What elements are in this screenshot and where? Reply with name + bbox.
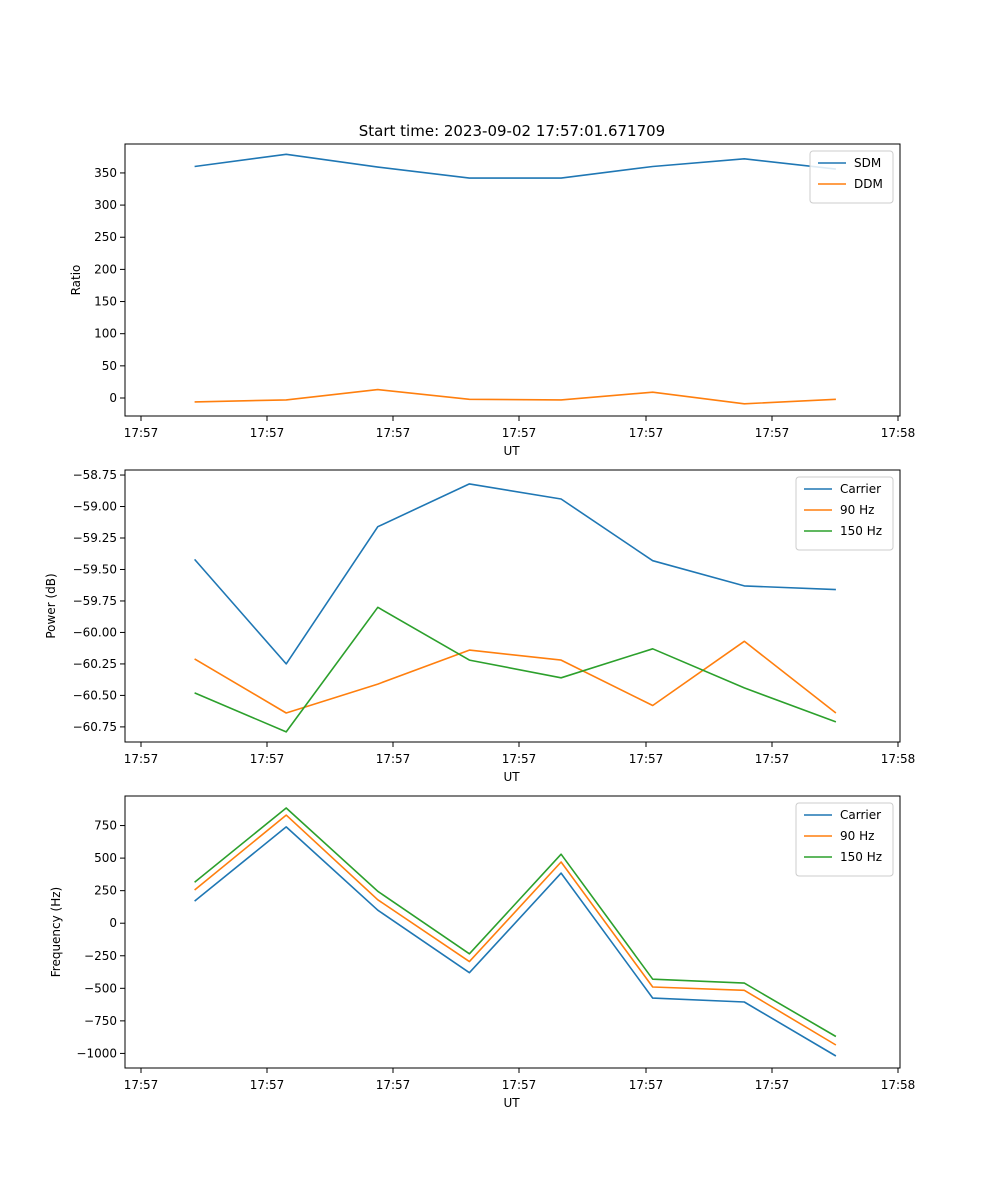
y-axis-label: Power (dB): [44, 573, 58, 638]
series-line-150-hz: [194, 606, 837, 733]
x-tick-label: 17:57: [755, 752, 790, 766]
series-line-carrier: [194, 826, 837, 1057]
y-tick-label: −750: [84, 1014, 117, 1028]
chart-title: Start time: 2023-09-02 17:57:01.671709: [359, 122, 665, 140]
x-tick-label: 17:57: [124, 1078, 159, 1092]
x-tick-label: 17:57: [502, 426, 537, 440]
y-tick-label: 0: [109, 916, 117, 930]
x-axis-label: UT: [503, 1096, 520, 1110]
y-axis-label: Ratio: [69, 265, 83, 296]
y-tick-label: 750: [94, 819, 117, 833]
x-tick-label: 17:57: [629, 752, 664, 766]
y-tick-label: −60.50: [73, 688, 117, 702]
x-tick-label: 17:57: [250, 426, 285, 440]
x-tick-label: 17:57: [376, 1078, 411, 1092]
series-line-90-hz: [194, 640, 837, 714]
x-tick-label: 17:58: [881, 426, 916, 440]
y-tick-label: −60.00: [73, 625, 117, 639]
legend-label: 90 Hz: [840, 503, 874, 517]
x-axis-label: UT: [503, 770, 520, 784]
series-line-carrier: [193, 483, 836, 665]
x-tick-label: 17:57: [502, 1078, 537, 1092]
y-tick-label: 300: [94, 198, 117, 212]
series-line-ddm: [194, 388, 836, 405]
y-tick-label: 0: [109, 391, 117, 405]
x-tick-label: 17:57: [250, 752, 285, 766]
y-tick-label: 50: [102, 359, 117, 373]
x-axis-label: UT: [503, 444, 520, 458]
y-tick-label: 100: [94, 327, 117, 341]
y-tick-label: 150: [94, 295, 117, 309]
y-tick-label: 250: [94, 884, 117, 898]
power-panel: 17:57 17:57 17:57 17:57 17:57 17:57 17:58 UT −60…: [44, 468, 915, 784]
y-tick-label: −59.25: [73, 531, 117, 545]
legend-label: 150 Hz: [840, 524, 882, 538]
x-tick-label: 17:57: [755, 1078, 790, 1092]
legend-label: Carrier: [840, 808, 881, 822]
y-tick-label: −250: [84, 949, 117, 963]
x-tick-label: 17:58: [881, 752, 916, 766]
axes-frame: [124, 469, 901, 743]
y-tick-label: −60.75: [73, 720, 117, 734]
legend-label: 150 Hz: [840, 850, 882, 864]
y-tick-label: −1000: [76, 1046, 117, 1060]
y-tick-label: −60.25: [73, 657, 117, 671]
ratio-panel: 17:57 17:57 17:57 17:57 17:57 17:57 17:58 UT 0 50…: [69, 143, 916, 458]
y-tick-label: 350: [94, 166, 117, 180]
x-tick-label: 17:57: [755, 426, 790, 440]
legend-label: 90 Hz: [840, 829, 874, 843]
y-tick-label: −59.75: [73, 594, 117, 608]
y-tick-label: −500: [84, 981, 117, 995]
series-line-sdm: [194, 153, 836, 179]
x-tick-label: 17:58: [881, 1078, 916, 1092]
y-tick-label: 500: [94, 851, 117, 865]
frequency-panel: 17:57 17:57 17:57 17:57 17:57 17:57 17:58 UT −10…: [49, 795, 916, 1110]
legend-label: SDM: [854, 156, 881, 170]
legend-label: Carrier: [840, 482, 881, 496]
legend-box: [809, 150, 894, 204]
y-axis-label: Frequency (Hz): [49, 887, 63, 978]
legend-label: DDM: [854, 177, 883, 191]
y-tick-label: −59.00: [73, 500, 117, 514]
y-tick-label: −58.75: [73, 468, 117, 482]
axes-frame: [124, 795, 901, 1069]
axes-frame: [124, 143, 901, 417]
x-tick-label: 17:57: [124, 426, 159, 440]
x-tick-label: 17:57: [376, 426, 411, 440]
x-tick-label: 17:57: [250, 1078, 285, 1092]
x-tick-label: 17:57: [629, 1078, 664, 1092]
y-tick-label: 250: [94, 230, 117, 244]
series-line-90-hz: [194, 814, 837, 1046]
y-tick-label: 200: [94, 262, 117, 276]
x-tick-label: 17:57: [629, 426, 664, 440]
x-tick-label: 17:57: [124, 752, 159, 766]
y-tick-label: −59.50: [73, 562, 117, 576]
x-tick-label: 17:57: [502, 752, 537, 766]
series-line-150-hz: [194, 807, 837, 1038]
x-tick-label: 17:57: [376, 752, 411, 766]
